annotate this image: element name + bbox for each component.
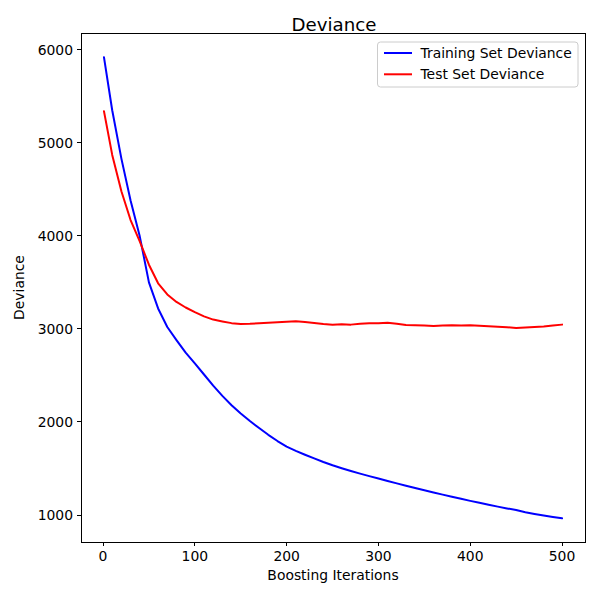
chart-title: Deviance — [292, 14, 377, 35]
x-axis-label: Boosting Iterations — [267, 567, 398, 583]
legend-label-training: Training Set Deviance — [420, 45, 572, 61]
y-tick-label: 1000 — [38, 507, 73, 523]
y-tick-label: 3000 — [38, 321, 73, 337]
deviance-chart: 0 100 200 300 400 500 1000 2000 3000 4000 5000 600… — [0, 0, 600, 600]
x-tick-label: 300 — [365, 548, 392, 564]
x-tick-label: 400 — [457, 548, 484, 564]
y-tick-label: 4000 — [38, 228, 73, 244]
y-tick-label: 2000 — [38, 414, 73, 430]
x-tick-label: 100 — [182, 548, 209, 564]
legend: Training Set Deviance Test Set Deviance — [378, 42, 579, 87]
x-tick-label: 0 — [99, 548, 108, 564]
figure-background — [0, 0, 600, 600]
y-tick-label: 6000 — [38, 42, 73, 58]
legend-label-test: Test Set Deviance — [420, 66, 545, 82]
y-tick-label: 5000 — [38, 135, 73, 151]
x-tick-label: 500 — [549, 548, 576, 564]
x-tick-label: 200 — [273, 548, 300, 564]
y-axis-label: Deviance — [11, 255, 27, 320]
figure: 0 100 200 300 400 500 1000 2000 3000 4000 5000 600… — [0, 0, 600, 600]
